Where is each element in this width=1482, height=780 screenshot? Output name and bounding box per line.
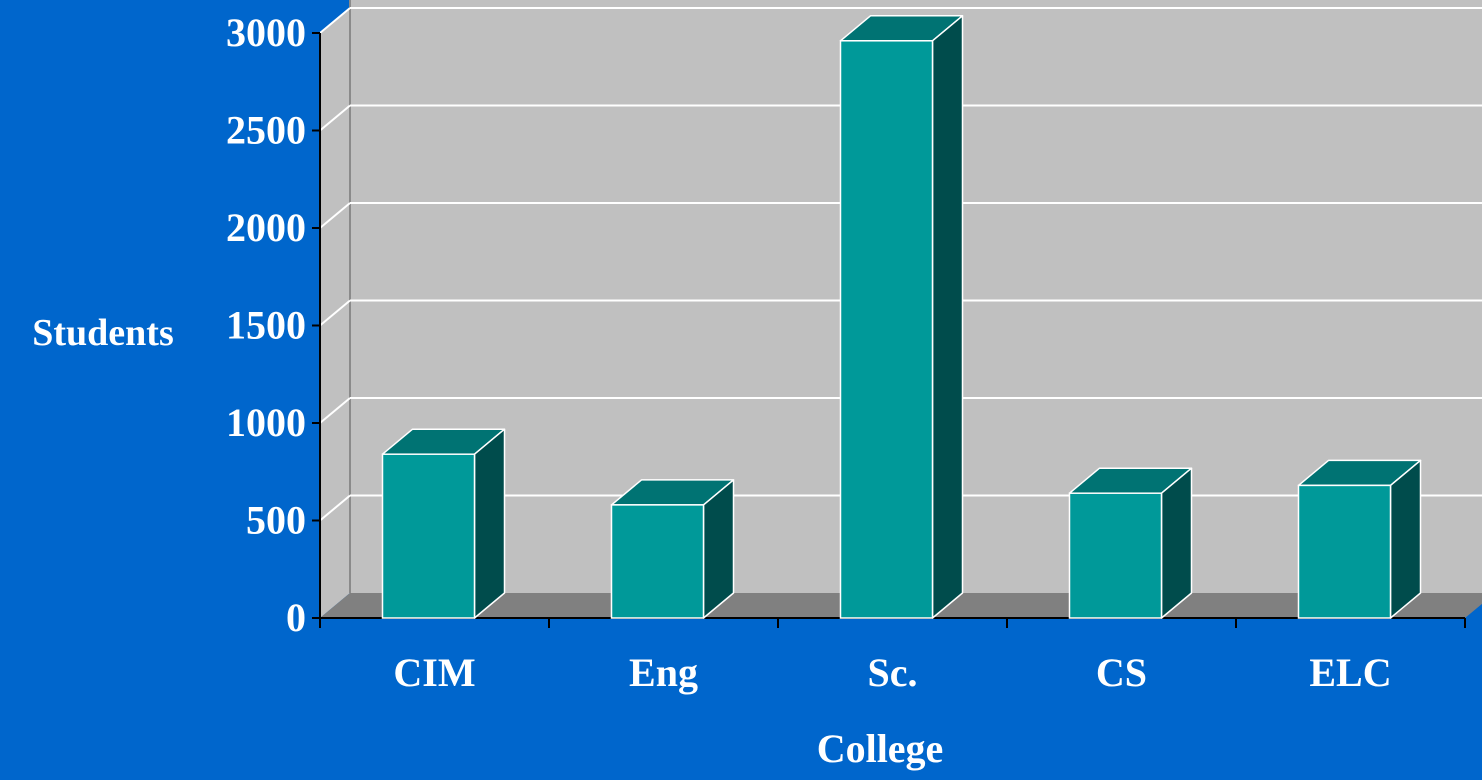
y-tick-label: 2500 [226,108,306,153]
gridline-side [319,397,351,424]
bar [381,428,506,619]
bar-front [1297,484,1392,619]
y-tick-label: 500 [246,498,306,543]
bar [1068,467,1193,619]
bar-front [839,40,934,619]
y-tick-label: 1000 [226,400,306,445]
y-tick-label: 1500 [226,303,306,348]
y-tick-label: 3000 [226,10,306,55]
x-tick-labels: CIM Eng Sc. CS ELC [393,650,1391,695]
gridline-side [319,7,351,34]
y-tick-label: 0 [286,595,306,640]
gridline-side [319,202,351,229]
x-tick-label: CIM [393,650,475,695]
x-tick-label: ELC [1309,650,1391,695]
y-tick-label: 2000 [226,205,306,250]
x-tick-label: CS [1096,650,1147,695]
x-tick-label: Eng [629,650,698,695]
gridline-side [319,104,351,132]
bar-side [1389,459,1422,619]
bar [610,479,735,619]
bar-front [1068,492,1163,619]
bar-side [1160,467,1193,619]
gridline-side [319,299,351,327]
gridline-side [319,494,351,522]
bar [839,15,964,619]
y-axis-label: Students [32,312,174,354]
y-tick-labels: 0 500 1000 1500 2000 2500 3000 [226,10,306,640]
x-tick-label: Sc. [868,650,918,695]
bar [1297,459,1422,619]
bar-side [473,428,506,619]
x-axis-label: College [817,726,944,771]
bar-side [702,479,735,619]
bar-front [381,453,476,619]
bar-front [610,504,705,619]
bar-side [931,15,964,619]
bars [381,15,1422,619]
